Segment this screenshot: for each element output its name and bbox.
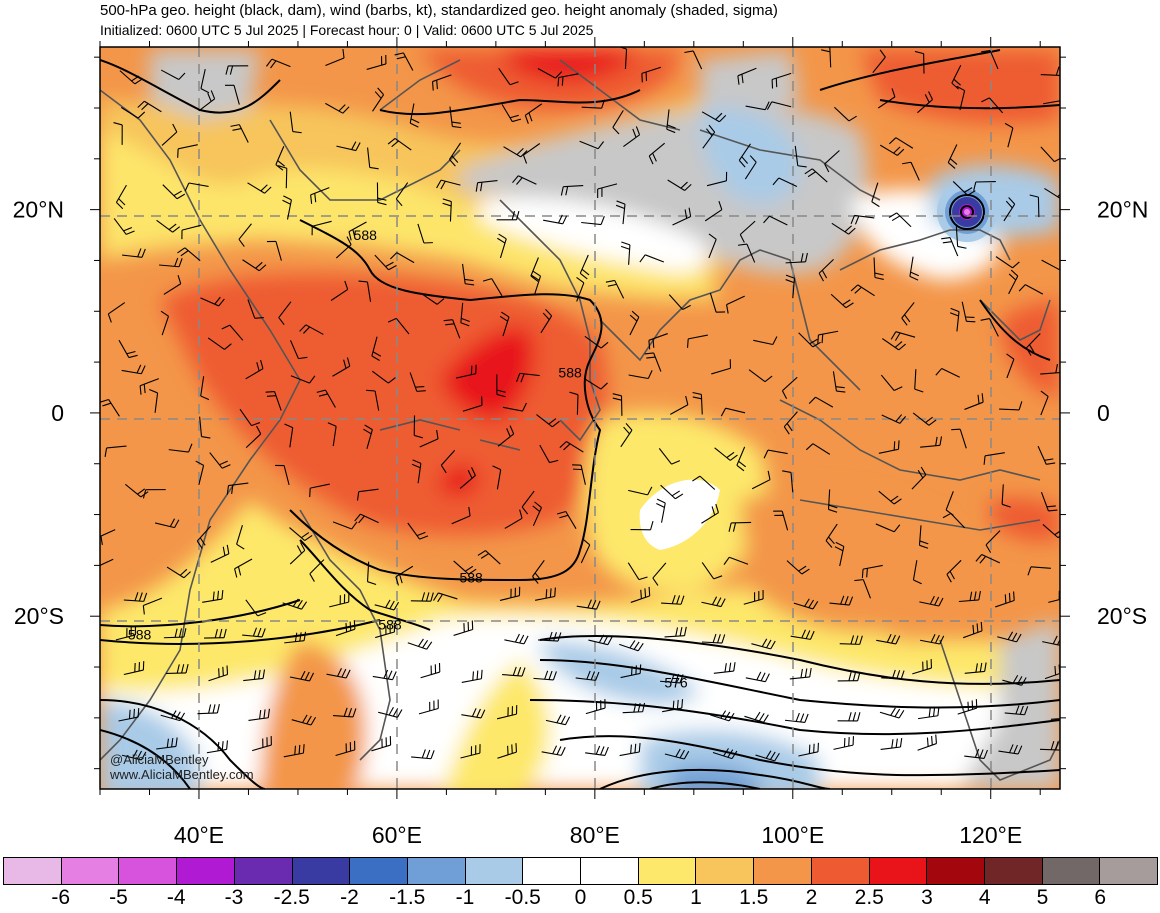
lon-labels: 40°E 60°E 80°E 100°E 120°E	[174, 822, 1022, 848]
anomaly-shading	[100, 47, 1060, 789]
colorbar-cell	[1100, 858, 1158, 884]
contour-labels: 588 588 588 588 588 576	[128, 227, 688, 690]
graticule	[100, 47, 1060, 789]
colorbar-label: -1	[455, 886, 475, 909]
colorbar-label: 3	[921, 886, 933, 909]
colorbar-label: -2	[340, 886, 359, 909]
colorbar-label: 5	[1036, 886, 1049, 909]
colorbar-label: -6	[51, 886, 71, 909]
contour-label: 588	[459, 570, 483, 586]
lon-label: 100°E	[761, 822, 824, 848]
wind-barbs	[100, 47, 1060, 762]
contour-label: 576	[664, 674, 688, 690]
lon-label: 40°E	[174, 822, 224, 848]
colorbar-label: -4	[166, 886, 186, 909]
colorbar-cell	[292, 858, 351, 884]
lat-labels-left: 20°N 0 20°S	[13, 197, 64, 630]
lat-label-left: 0	[51, 400, 64, 426]
colorbar-cell	[811, 858, 870, 884]
map-frame	[99, 46, 1061, 790]
colorbar-label: 1	[690, 886, 702, 909]
lat-label-right: 20°N	[1097, 197, 1148, 223]
map-subtitle: Initialized: 0600 UTC 5 Jul 2025 | Forec…	[100, 22, 594, 38]
colorbar-label: 2	[805, 886, 818, 909]
colorbar-cell	[350, 858, 408, 884]
axis-ticks	[90, 37, 1070, 799]
colorbar-cell	[927, 858, 985, 884]
colorbar-label: -1.5	[389, 886, 426, 909]
colorbar-label: 4	[978, 886, 991, 909]
colorbar-label: 2.5	[854, 886, 884, 909]
colorbar-cell	[696, 858, 755, 884]
anomaly-colorbar	[3, 857, 1158, 885]
colorbar-cell	[119, 858, 178, 884]
colorbar-cell	[754, 858, 812, 884]
colorbar-cell	[523, 858, 582, 884]
colorbar-cell	[581, 858, 639, 884]
lat-label-left: 20°N	[13, 197, 64, 223]
colorbar-label: -3	[224, 886, 244, 909]
contour-label: 588	[378, 616, 402, 632]
colorbar-label: -2.5	[273, 886, 310, 909]
credit-url: www.AliciaMBentley.com	[110, 767, 254, 782]
lat-label-right: 20°S	[1097, 603, 1147, 629]
colorbar-label: 0	[574, 886, 587, 909]
colorbar-cell	[638, 858, 697, 884]
lon-label: 80°E	[570, 822, 620, 848]
colorbar-cell	[234, 858, 293, 884]
colorbar-label: 0.5	[623, 886, 653, 909]
colorbar-label: 6	[1094, 886, 1107, 909]
colorbar-label: 1.5	[739, 886, 769, 909]
colorbar-cell	[407, 858, 466, 884]
colorbar-cell	[177, 858, 235, 884]
credit-handle: @AliciaMBentley	[110, 752, 209, 767]
contour-label: 588	[558, 364, 582, 380]
lon-label: 120°E	[959, 822, 1022, 848]
colorbar-label: -0.5	[504, 886, 541, 909]
lon-label: 60°E	[372, 822, 422, 848]
colorbar-cell	[869, 858, 928, 884]
lat-label-left: 20°S	[14, 603, 64, 629]
colorbar-label: -5	[109, 886, 128, 909]
colorbar-cell	[984, 858, 1043, 884]
colorbar-cell	[4, 858, 62, 884]
colorbar-cell	[1042, 858, 1101, 884]
colorbar-cell	[61, 858, 120, 884]
contour-label: 588	[128, 627, 152, 643]
map-title: 500-hPa geo. height (black, dam), wind (…	[100, 2, 778, 19]
lat-label-right: 0	[1097, 400, 1110, 426]
lat-labels-right: 20°N 0 20°S	[1097, 197, 1148, 630]
colorbar-cell	[465, 858, 524, 884]
contour-label: 588	[354, 227, 378, 243]
